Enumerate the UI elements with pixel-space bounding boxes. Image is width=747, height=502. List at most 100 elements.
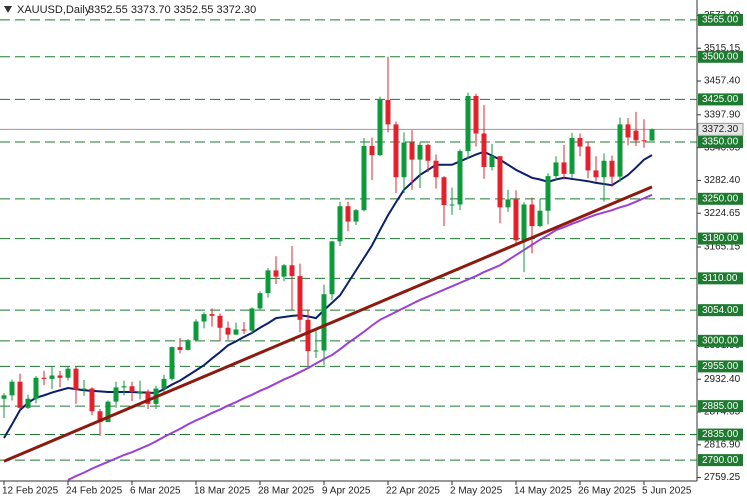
chart-title: XAUUSD,Daily <box>17 4 91 16</box>
candle-body <box>185 340 191 350</box>
candle-body <box>633 130 639 141</box>
level-label-bg <box>698 232 743 245</box>
x-tick-label: 5 Jun 2025 <box>642 486 692 497</box>
candle-body <box>425 144 431 161</box>
level-label-bg <box>698 13 743 26</box>
candle-body <box>1 395 7 399</box>
candle-body <box>545 176 551 211</box>
candle-body <box>601 160 607 178</box>
candle-body <box>617 124 623 177</box>
x-tick-label: 28 Mar 2025 <box>258 486 315 497</box>
candle-body <box>337 206 343 242</box>
candle-body <box>193 321 199 341</box>
level-label-bg <box>698 50 743 63</box>
candle-body <box>9 381 15 396</box>
candle-body <box>17 381 23 408</box>
candle-body <box>537 210 543 227</box>
level-label: 3000.00 <box>702 335 739 346</box>
x-tick-label: 24 Feb 2025 <box>66 486 123 497</box>
candle-body <box>33 377 39 399</box>
candle-body <box>209 314 215 316</box>
candle-body <box>521 204 527 241</box>
candle-body <box>529 204 535 227</box>
candle-body <box>145 391 151 404</box>
candle-body <box>241 329 247 331</box>
y-tick-label: 2932.40 <box>704 374 741 385</box>
candle-body <box>57 375 63 378</box>
candle-body <box>49 375 55 379</box>
level-label: 3054.00 <box>702 305 739 316</box>
level-label-bg <box>698 400 743 413</box>
x-tick-label: 2 May 2025 <box>450 486 503 497</box>
candle-body <box>497 156 503 208</box>
candle-body <box>433 160 439 178</box>
candle-body <box>377 99 383 156</box>
level-label-bg <box>698 304 743 317</box>
level-label: 3180.00 <box>702 233 739 244</box>
candle-body <box>625 124 631 138</box>
y-tick-label: 3282.40 <box>704 175 741 186</box>
x-tick-label: 12 Feb 2025 <box>2 486 59 497</box>
candle-body <box>473 96 479 134</box>
candle-body <box>361 145 367 211</box>
candle-body <box>305 319 311 352</box>
level-label-bg <box>698 360 743 373</box>
y-tick-label: 2759.25 <box>704 472 741 483</box>
candle-body <box>409 142 415 160</box>
candle-body <box>385 99 391 125</box>
plot <box>0 19 697 481</box>
level-label-bg <box>698 192 743 205</box>
candle-body <box>561 162 567 174</box>
y-tick-label: 3457.40 <box>704 76 741 87</box>
y-tick-label: 2874.65 <box>704 407 741 418</box>
candle-body <box>249 308 255 331</box>
candle-body <box>513 199 519 241</box>
candle-body <box>401 142 407 178</box>
y-tick-label: 3165.15 <box>704 242 741 253</box>
candle-body <box>321 294 327 351</box>
candle-body <box>105 401 111 423</box>
candle-body <box>417 144 423 160</box>
candle-body <box>113 387 119 402</box>
y-tick-label: 3515.15 <box>704 43 741 54</box>
candle-body <box>585 146 591 171</box>
x-tick-label: 14 May 2025 <box>514 486 572 497</box>
level-label: 2955.00 <box>702 361 739 372</box>
trendline <box>3 185 653 463</box>
candle-body <box>225 327 231 335</box>
candle-body <box>489 156 495 168</box>
level-label-bg <box>698 272 743 285</box>
level-label: 2835.00 <box>702 429 739 440</box>
candle-body <box>201 314 207 322</box>
level-label: 3425.00 <box>702 94 739 105</box>
moving-average <box>67 193 653 481</box>
level-label: 3500.00 <box>702 51 739 62</box>
candle-body <box>369 145 375 156</box>
candle-body <box>553 162 559 177</box>
level-label: 2790.00 <box>702 455 739 466</box>
ohlc-info: 3352.55 3373.70 3352.55 3372.30 <box>88 4 256 16</box>
y-tick-label: 3397.90 <box>704 109 741 120</box>
level-label-bg <box>698 454 743 467</box>
level-label-bg <box>698 93 743 106</box>
level-label-bg <box>698 136 743 149</box>
candle-body <box>449 204 455 206</box>
candle-body <box>217 315 223 328</box>
candle-body <box>393 124 399 178</box>
candle-body <box>25 398 31 408</box>
level-label-bg <box>698 428 743 441</box>
candle-body <box>41 377 47 379</box>
level-label: 3250.00 <box>702 193 739 204</box>
candle-body <box>73 368 79 390</box>
x-tick-label: 6 Mar 2025 <box>130 486 181 497</box>
x-tick-label: 18 Mar 2025 <box>194 486 251 497</box>
candle-body <box>257 293 263 309</box>
candle-body <box>465 96 471 152</box>
level-label: 3110.00 <box>702 273 738 284</box>
candle-body <box>457 151 463 205</box>
level-label: 3350.00 <box>702 137 739 148</box>
candle-body <box>569 138 575 174</box>
y-tick-label: 2816.90 <box>704 439 741 450</box>
candle-body <box>345 206 351 222</box>
